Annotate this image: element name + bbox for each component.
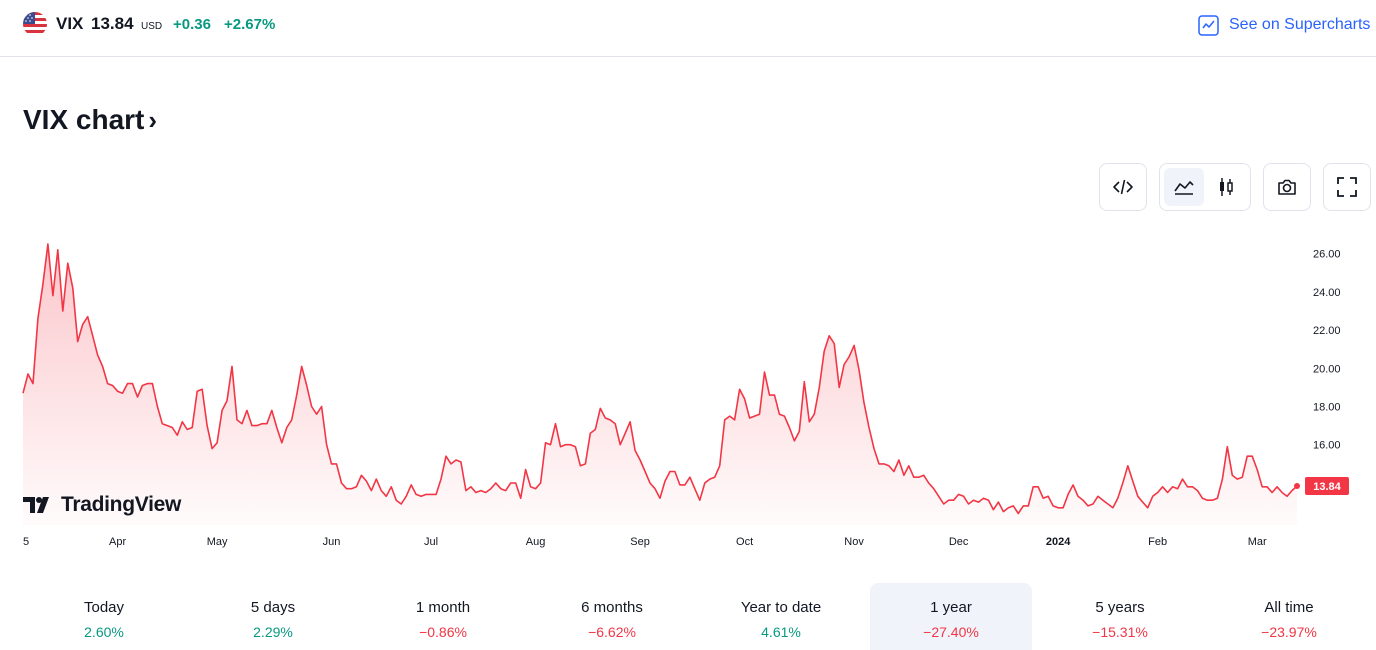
period-label: 1 month — [415, 599, 471, 616]
y-tick-label: 16.00 — [1313, 440, 1341, 452]
last-price: 13.84 — [91, 14, 134, 33]
embed-button[interactable] — [1099, 163, 1147, 211]
candlestick-icon — [1220, 178, 1233, 196]
x-tick-label: Nov — [844, 536, 864, 548]
y-tick-label: 20.00 — [1313, 363, 1341, 375]
chevron-right-icon: › — [148, 105, 158, 135]
period-label: All time — [1264, 599, 1314, 616]
x-tick-label: Apr — [109, 536, 126, 548]
x-tick-label: Sep — [630, 536, 650, 548]
chart-title-link[interactable]: VIX chart › — [23, 104, 157, 136]
x-tick-label: May — [207, 536, 228, 548]
period-change: 2.29% — [253, 624, 293, 640]
period-tab[interactable]: 6 months −6.62% — [531, 583, 693, 650]
period-tab[interactable]: 1 year −27.40% — [870, 583, 1032, 650]
series-area — [23, 244, 1297, 525]
area-chart-button[interactable] — [1164, 168, 1204, 206]
chart-title: VIX chart — [23, 104, 145, 135]
camera-icon — [1278, 179, 1296, 195]
price-currency: USD — [141, 21, 163, 32]
period-tab[interactable]: 5 years −15.31% — [1039, 583, 1201, 650]
tradingview-wordmark: TradingView — [61, 493, 182, 516]
x-tick-label: Aug — [526, 536, 546, 548]
period-change: 2.60% — [84, 624, 124, 640]
x-tick-label: 2024 — [1046, 536, 1071, 548]
candlestick-button[interactable] — [1206, 168, 1246, 206]
x-tick-label: Feb — [1148, 536, 1167, 548]
fullscreen-icon — [1337, 177, 1357, 197]
period-change: −27.40% — [923, 624, 979, 640]
tradingview-logo: TradingView — [23, 493, 181, 517]
area-chart-icon — [1174, 181, 1194, 195]
x-tick-label: Mar — [1248, 536, 1267, 548]
y-tick-label: 22.00 — [1313, 325, 1341, 337]
period-label: 1 year — [930, 599, 972, 616]
x-tick-label: Jun — [323, 536, 341, 548]
period-tab[interactable]: Year to date 4.61% — [700, 583, 862, 650]
last-value-badge — [1305, 477, 1349, 496]
chart-type-switcher — [1159, 163, 1251, 211]
y-tick-label: 26.00 — [1313, 249, 1341, 261]
period-change: −23.97% — [1261, 624, 1317, 640]
period-tab[interactable]: 1 month −0.86% — [362, 583, 524, 650]
period-change: −15.31% — [1092, 624, 1148, 640]
snapshot-button[interactable] — [1263, 163, 1311, 211]
period-change: −0.86% — [419, 624, 467, 640]
supercharts-label: See on Supercharts — [1229, 16, 1371, 33]
price-chart[interactable]: 16.00 18.00 20.00 22.00 24.00 26.00 13.84 5 Apr… — [0, 225, 1376, 555]
last-value-label: 13.84 — [1313, 481, 1341, 493]
see-on-supercharts-link[interactable]: See on Supercharts — [1198, 13, 1370, 37]
us-flag-icon — [23, 12, 47, 36]
period-tab[interactable]: All time −23.97% — [1208, 583, 1370, 650]
period-label: 5 days — [250, 599, 296, 616]
fullscreen-button[interactable] — [1323, 163, 1371, 211]
price-change: +0.36 — [173, 16, 211, 33]
period-label: Today — [83, 599, 125, 616]
period-label: 5 years — [1095, 599, 1145, 616]
period-change: −6.62% — [588, 624, 636, 640]
y-tick-label: 18.00 — [1313, 402, 1341, 414]
x-tick-label: Oct — [736, 536, 753, 548]
y-tick-label: 24.00 — [1313, 287, 1341, 299]
x-tick-label: 5 — [23, 536, 29, 548]
period-change: 4.61% — [761, 624, 801, 640]
last-point-marker — [1294, 483, 1300, 490]
x-tick-label: Jul — [424, 536, 438, 548]
period-label: Year to date — [740, 599, 822, 616]
symbol-header: VIX 13.84 USD +0.36 +2.67% See on Superc… — [0, 0, 1376, 57]
tradingview-logo-icon — [23, 497, 49, 513]
period-tab[interactable]: Today 2.60% — [23, 583, 185, 650]
period-performance-tabs: Today 2.60% 5 days 2.29% 1 month −0.86% 6 mont… — [0, 583, 1376, 650]
series-line — [22, 243, 1298, 515]
supercharts-icon — [1198, 14, 1219, 36]
x-tick-label: Dec — [949, 536, 969, 548]
period-label: 6 months — [581, 599, 643, 616]
price-change-percent: +2.67% — [224, 16, 276, 33]
symbol-ticker: VIX — [56, 14, 84, 33]
period-tab[interactable]: 5 days 2.29% — [192, 583, 354, 650]
embed-code-icon — [1113, 179, 1133, 195]
